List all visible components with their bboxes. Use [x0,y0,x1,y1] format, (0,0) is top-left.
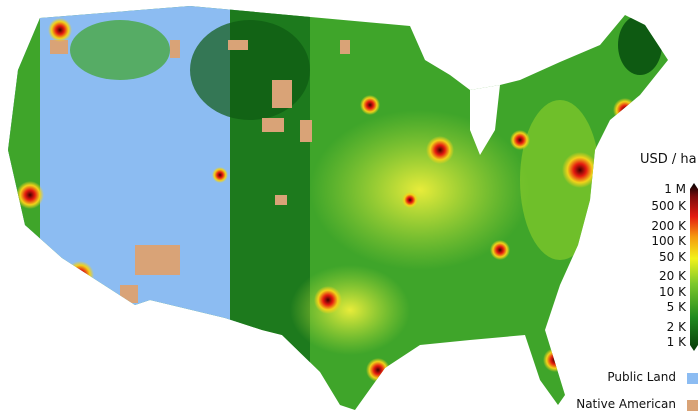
tick-label: 200 K [651,219,686,233]
colorbar [690,183,698,351]
tick-label: 10 K [659,285,686,299]
lake-michigan [470,85,500,155]
tick-label: 100 K [651,234,686,248]
tick-label: 1 K [666,335,686,349]
tick-label: 20 K [659,269,686,283]
tick-label: 500 K [651,199,686,213]
tick-label: 1 M [664,182,686,196]
legend-native-american-swatch [687,400,698,411]
native-american-lands [50,40,350,303]
city-hotspots [16,18,637,382]
tick-label: 2 K [666,320,686,334]
legend-public-land-swatch [687,373,698,384]
tick-label: 50 K [659,250,686,264]
tick-label: 5 K [666,300,686,314]
legend-public-land-label: Public Land [607,370,676,384]
legend-native-american-label: Native American [576,397,676,411]
colorbar-unit-label: USD / ha [640,152,697,167]
